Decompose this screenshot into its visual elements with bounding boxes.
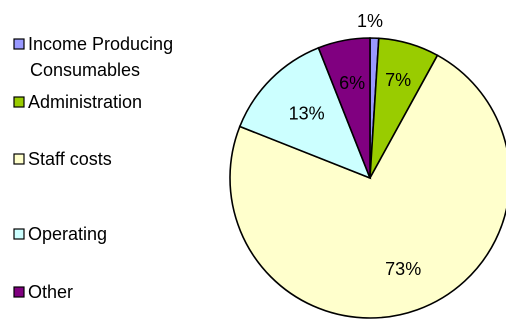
legend-swatch — [13, 96, 25, 108]
legend-swatch — [13, 228, 25, 240]
legend-item-staff-costs: Staff costs — [13, 149, 112, 169]
legend-swatch — [13, 153, 25, 165]
pie-slices — [229, 37, 506, 319]
data-label-staff-costs: 73% — [385, 259, 421, 279]
legend-item-administration: Administration — [13, 92, 142, 112]
legend-label: Income Producing — [28, 34, 173, 54]
legend: Income Producing Consumables Administratio… — [13, 34, 173, 302]
legend-item-income-producing-consumables: Income Producing Consumables — [13, 34, 173, 80]
legend-label: Consumables — [30, 60, 140, 80]
legend-item-operating: Operating — [13, 224, 107, 244]
legend-label: Staff costs — [28, 149, 112, 169]
pie-slice-other — [317, 37, 371, 179]
legend-item-other: Other — [13, 282, 73, 302]
pie-slice-staff-costs — [229, 54, 506, 319]
data-label-other: 6% — [339, 73, 365, 93]
legend-swatch — [13, 38, 25, 50]
legend-swatch — [13, 286, 25, 298]
legend-label: Other — [28, 282, 73, 302]
data-label-administration: 7% — [385, 70, 411, 90]
legend-label: Operating — [28, 224, 107, 244]
legend-label: Administration — [28, 92, 142, 112]
data-label-operating: 13% — [289, 103, 325, 123]
data-label-income-producing-consumables: 1% — [357, 11, 383, 31]
pie-slice-operating — [238, 46, 372, 180]
pie-data-labels: 1% 7% 73% 13% 6% — [289, 11, 422, 279]
